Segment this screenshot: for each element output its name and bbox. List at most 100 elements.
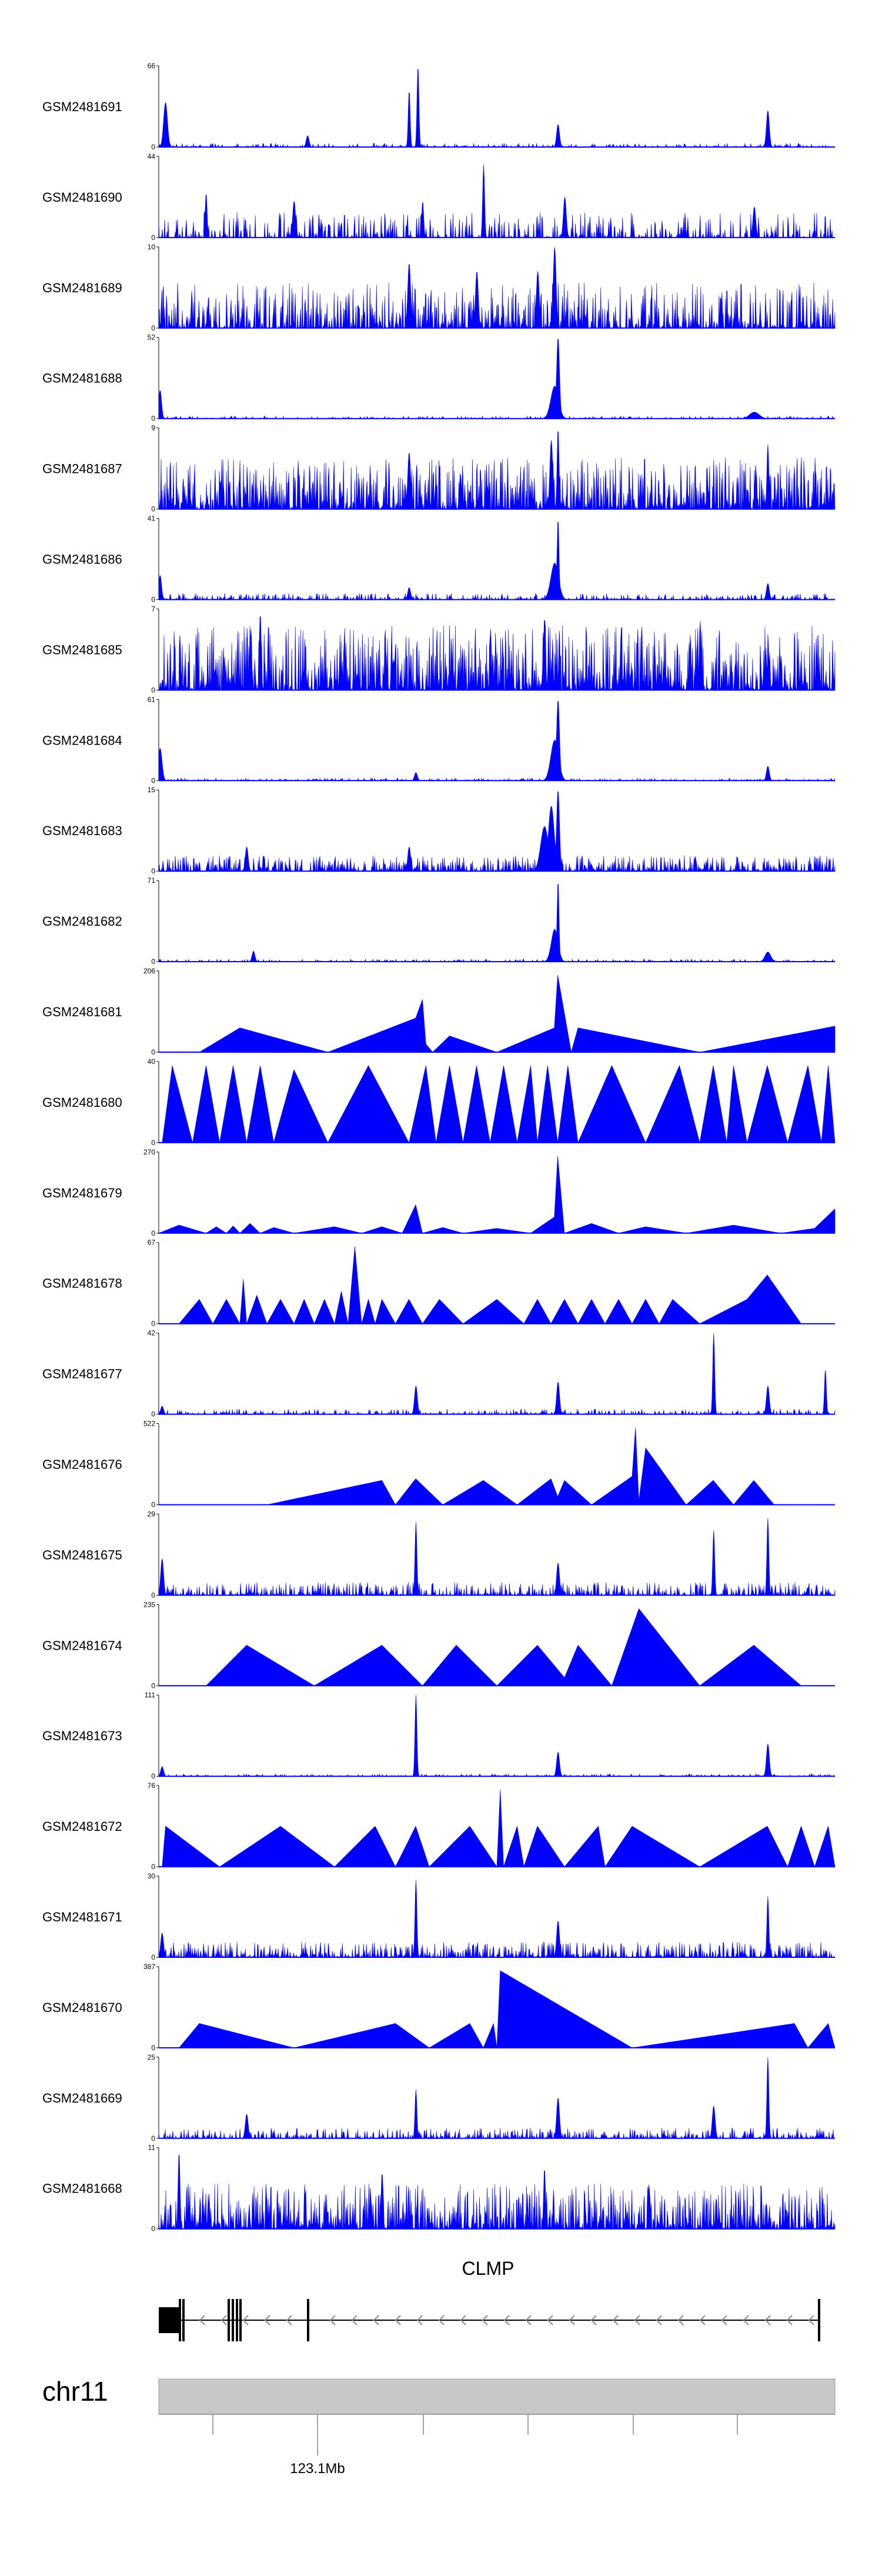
y-axis-min-label: 0: [151, 2134, 155, 2143]
gene-utr-block: [159, 2307, 179, 2333]
signal-area: [159, 1608, 835, 1686]
track-GSM2481673: GSM2481673 111 0: [42, 1691, 836, 1780]
y-axis-max-label: 7: [151, 605, 155, 613]
strand-arrow: [547, 2315, 553, 2325]
track-label: GSM2481668: [42, 2181, 122, 2196]
track-label: GSM2481671: [42, 1910, 122, 1924]
track-label: GSM2481679: [42, 1186, 122, 1200]
y-axis-min-label: 0: [151, 505, 155, 513]
strand-arrow: [721, 2315, 727, 2325]
strand-arrow: [808, 2315, 814, 2325]
track-GSM2481679: GSM2481679 270 0: [42, 1148, 836, 1237]
y-axis-max-label: 522: [143, 1420, 155, 1428]
track-label: GSM2481688: [42, 371, 122, 386]
signal-area: [158, 1518, 836, 1596]
track-GSM2481686: GSM2481686 41 0: [42, 515, 836, 604]
chromosome-label: chr11: [42, 2376, 108, 2407]
track-label: GSM2481683: [42, 823, 122, 838]
signal-area: [158, 522, 836, 600]
track-GSM2481680: GSM2481680 40 0: [42, 1057, 836, 1147]
signal-area: [159, 1246, 835, 1324]
y-axis-max-label: 9: [151, 424, 155, 432]
y-axis-min-label: 0: [151, 415, 155, 423]
track-label: GSM2481687: [42, 462, 122, 476]
y-axis-max-label: 111: [145, 1691, 156, 1699]
y-axis-max-label: 66: [148, 62, 156, 70]
track-label: GSM2481691: [42, 99, 122, 114]
track-label: GSM2481689: [42, 281, 122, 295]
signal-area: [158, 884, 836, 963]
signal-area: [159, 1970, 836, 2048]
track-GSM2481672: GSM2481672 76 0: [42, 1781, 836, 1871]
y-axis-min-label: 0: [151, 1681, 155, 1690]
y-axis-min-label: 0: [151, 1772, 155, 1780]
strand-arrow: [590, 2315, 597, 2325]
track-label: GSM2481672: [42, 1819, 122, 1834]
y-axis-max-label: 41: [148, 515, 156, 523]
y-axis-max-label: 29: [148, 1510, 156, 1518]
signal-area: [158, 247, 836, 329]
y-axis-max-label: 387: [143, 1963, 155, 1971]
strand-arrow: [656, 2315, 662, 2325]
signal-area: [158, 431, 836, 510]
track-GSM2481683: GSM2481683 15 0: [42, 786, 836, 875]
signal-area: [158, 164, 836, 239]
y-axis-min-label: 0: [151, 1410, 155, 1419]
track-GSM2481677: GSM2481677 42 0: [42, 1329, 836, 1419]
strand-arrow: [743, 2315, 749, 2325]
track-label: GSM2481685: [42, 642, 122, 657]
strand-arrow: [438, 2315, 445, 2325]
track-GSM2481689: GSM2481689 10 0: [42, 243, 836, 332]
y-axis-max-label: 11: [148, 2144, 156, 2152]
strand-arrow: [286, 2315, 292, 2325]
strand-arrow: [242, 2315, 249, 2325]
y-axis-max-label: 206: [143, 967, 155, 975]
track-label: GSM2481682: [42, 914, 122, 929]
track-GSM2481675: GSM2481675 29 0: [42, 1510, 836, 1599]
y-axis-max-label: 25: [148, 2053, 156, 2061]
track-label: GSM2481669: [42, 2091, 122, 2105]
track-label: GSM2481690: [42, 190, 122, 205]
y-axis-max-label: 10: [148, 243, 156, 251]
strand-arrow: [786, 2315, 793, 2325]
y-axis-max-label: 42: [148, 1329, 156, 1337]
track-GSM2481669: GSM2481669 25 0: [42, 2053, 835, 2143]
track-GSM2481668: GSM2481668 11 0: [42, 2144, 836, 2233]
gene-exon: [182, 2299, 185, 2341]
signal-area: [159, 616, 836, 691]
track-label: GSM2481676: [42, 1457, 122, 1472]
y-axis-min-label: 0: [151, 233, 155, 242]
signal-area: [158, 1695, 836, 1777]
track-GSM2481684: GSM2481684 61 0: [42, 695, 836, 785]
gene-track: CLMP: [159, 2258, 820, 2341]
y-axis-min-label: 0: [151, 324, 155, 332]
y-axis-min-label: 0: [151, 1320, 155, 1328]
y-axis-min-label: 0: [151, 1048, 155, 1056]
strand-arrow: [699, 2315, 706, 2325]
track-label: GSM2481675: [42, 1547, 122, 1562]
strand-arrow: [351, 2315, 358, 2325]
chromosome-band: [158, 2378, 836, 2415]
track-GSM2481687: GSM2481687 9 0: [42, 424, 836, 513]
gene-exon: [232, 2299, 234, 2341]
gene-exon: [179, 2299, 181, 2341]
track-GSM2481671: GSM2481671 30 0: [42, 1872, 836, 1961]
y-axis-min-label: 0: [151, 1953, 155, 1961]
y-axis-min-label: 0: [151, 1229, 155, 1237]
track-label: GSM2481678: [42, 1276, 122, 1291]
track-GSM2481691: GSM2481691 66 0: [42, 62, 835, 151]
signal-area: [159, 1789, 836, 1868]
signal-area: [158, 700, 836, 782]
y-axis-min-label: 0: [151, 1139, 155, 1147]
y-axis-max-label: 61: [148, 695, 156, 703]
track-label: GSM2481670: [42, 2000, 122, 2015]
track-GSM2481685: GSM2481685 7 0: [42, 605, 836, 694]
track-GSM2481681: GSM2481681 206 0: [42, 967, 836, 1056]
strand-arrow: [264, 2315, 270, 2325]
y-axis-max-label: 67: [148, 1239, 156, 1247]
y-axis-min-label: 0: [151, 867, 155, 875]
signal-area: [158, 2155, 836, 2230]
y-axis-min-label: 0: [151, 1591, 155, 1599]
strand-arrow: [220, 2315, 227, 2325]
